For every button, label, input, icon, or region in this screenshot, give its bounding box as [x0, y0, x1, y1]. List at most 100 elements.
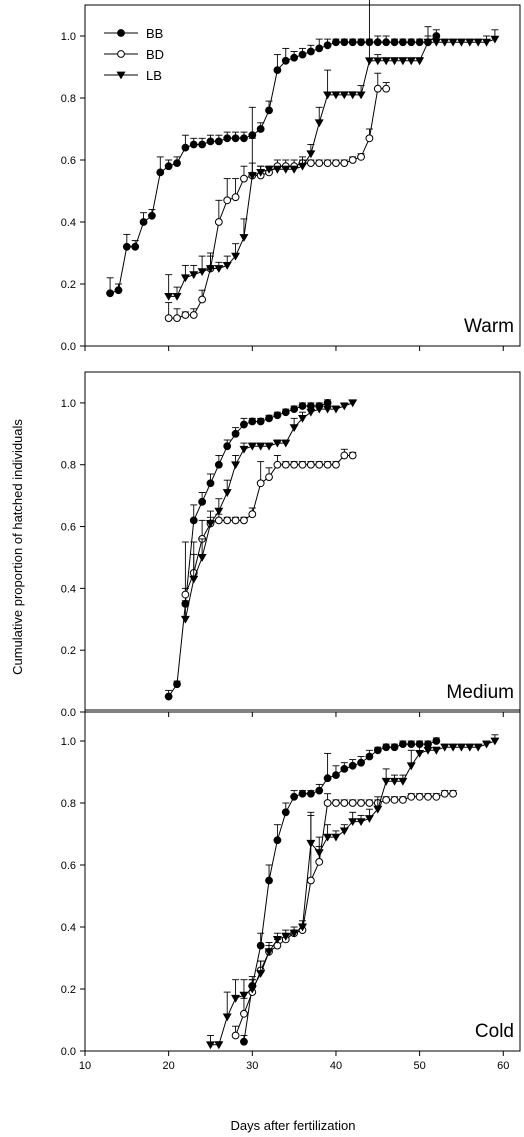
data-point — [373, 746, 382, 755]
data-point — [206, 137, 215, 146]
data-point — [214, 516, 223, 525]
data-point — [432, 792, 441, 801]
data-point — [473, 38, 483, 47]
data-point — [173, 159, 181, 168]
series-bd — [164, 72, 391, 323]
y-tick-label: 0.2 — [61, 984, 76, 996]
data-point — [239, 234, 249, 242]
data-point — [340, 799, 349, 807]
series-lb — [180, 399, 358, 624]
series-line — [109, 35, 437, 294]
data-point — [357, 758, 365, 767]
data-point — [357, 799, 365, 807]
data-point — [298, 50, 307, 59]
data-point — [332, 38, 340, 47]
data-point — [290, 792, 299, 801]
data-point — [373, 805, 383, 814]
data-point — [273, 836, 282, 845]
panel-cold: 0.0 0.2 0.4 0.6 0.8 1.0 10 20 30 40 50 60 Cold — [61, 709, 521, 1072]
data-point — [323, 833, 333, 842]
series-line — [243, 740, 437, 1042]
x-tick-label: 60 — [497, 1060, 509, 1072]
data-point — [323, 799, 332, 807]
data-point — [415, 792, 424, 801]
data-point — [231, 516, 240, 525]
data-point — [390, 38, 399, 47]
data-point — [114, 286, 123, 295]
panel-medium: 0.0 0.2 0.4 0.6 0.8 1.0 Medium — [61, 371, 521, 719]
plot-frame — [84, 4, 521, 347]
data-point — [306, 47, 315, 56]
data-point — [348, 156, 357, 164]
legend: BB BD LB — [104, 26, 164, 83]
data-point — [281, 408, 290, 417]
data-point — [180, 615, 190, 624]
data-point — [256, 479, 265, 488]
data-point — [248, 417, 257, 426]
x-axis-title: Days after fertilization — [231, 1118, 356, 1133]
data-point — [339, 827, 349, 836]
data-point — [231, 252, 241, 261]
data-point — [348, 38, 357, 47]
data-point — [364, 815, 374, 823]
y-tick-label: 1.0 — [61, 31, 76, 43]
data-point — [448, 743, 458, 752]
data-point — [256, 442, 266, 451]
data-point — [240, 134, 248, 143]
data-point — [339, 402, 349, 411]
data-point — [214, 460, 223, 469]
data-point — [273, 460, 282, 469]
series-line — [168, 402, 328, 697]
data-point — [348, 761, 357, 770]
data-point — [214, 137, 223, 146]
x-tick-label: 40 — [330, 1060, 342, 1072]
data-point — [231, 193, 240, 202]
data-point — [173, 314, 181, 323]
data-point — [364, 57, 374, 66]
data-point — [415, 750, 425, 758]
y-tick-label: 0.4 — [61, 922, 76, 934]
data-point — [348, 818, 358, 827]
data-point — [180, 274, 190, 283]
data-point — [424, 792, 432, 801]
data-point — [398, 777, 408, 786]
data-point — [198, 140, 207, 149]
data-point — [214, 265, 224, 273]
y-tick-label: 0.0 — [61, 707, 76, 719]
data-point — [490, 35, 500, 44]
data-point — [306, 408, 316, 417]
data-point — [240, 516, 248, 525]
data-point — [348, 799, 357, 807]
data-point — [298, 789, 307, 798]
data-point — [223, 134, 232, 143]
data-point — [357, 153, 365, 161]
data-point — [298, 402, 307, 410]
data-point — [205, 1041, 215, 1050]
data-point — [440, 789, 449, 798]
data-point — [306, 402, 315, 410]
data-point — [306, 159, 315, 168]
data-point — [306, 460, 315, 469]
data-point — [281, 932, 291, 941]
y-tick-label: 0.6 — [61, 155, 76, 167]
data-point — [482, 740, 492, 749]
data-point — [214, 507, 224, 516]
y-tick-label: 0.8 — [61, 460, 76, 472]
data-point — [222, 489, 232, 497]
series-bd — [181, 448, 357, 599]
data-point — [164, 314, 173, 323]
data-point — [181, 311, 190, 319]
series-bb — [240, 737, 441, 1046]
data-point — [407, 792, 416, 801]
data-point — [164, 162, 173, 171]
data-point — [440, 38, 450, 47]
data-point — [390, 57, 400, 66]
data-point — [306, 876, 315, 885]
data-point — [323, 460, 332, 469]
data-point — [490, 737, 500, 746]
data-point — [382, 796, 391, 804]
data-point — [340, 159, 349, 168]
data-point — [356, 91, 366, 100]
data-point — [340, 765, 349, 773]
data-point — [223, 442, 232, 451]
